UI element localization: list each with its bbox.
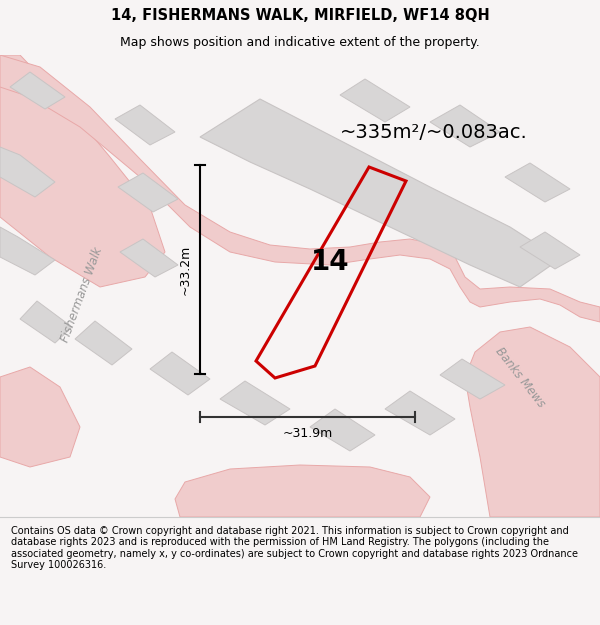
Polygon shape (0, 367, 80, 467)
Text: Contains OS data © Crown copyright and database right 2021. This information is : Contains OS data © Crown copyright and d… (11, 526, 578, 571)
Polygon shape (10, 72, 65, 109)
Polygon shape (0, 55, 165, 287)
Polygon shape (220, 381, 290, 425)
Text: 14: 14 (311, 248, 349, 276)
Polygon shape (200, 99, 560, 287)
Text: Banks Mews: Banks Mews (493, 344, 547, 409)
Polygon shape (430, 105, 500, 147)
Polygon shape (520, 232, 580, 269)
Polygon shape (120, 239, 178, 277)
Polygon shape (75, 321, 132, 365)
Polygon shape (0, 147, 55, 197)
Text: Fishermans Walk: Fishermans Walk (59, 246, 105, 344)
Text: Map shows position and indicative extent of the property.: Map shows position and indicative extent… (120, 36, 480, 49)
Polygon shape (440, 359, 505, 399)
Text: 14, FISHERMANS WALK, MIRFIELD, WF14 8QH: 14, FISHERMANS WALK, MIRFIELD, WF14 8QH (110, 8, 490, 23)
Polygon shape (340, 79, 410, 122)
Polygon shape (465, 327, 600, 517)
Polygon shape (175, 465, 430, 517)
Text: ~335m²/~0.083ac.: ~335m²/~0.083ac. (340, 122, 528, 141)
Polygon shape (0, 227, 55, 275)
Text: ~31.9m: ~31.9m (283, 427, 332, 440)
Polygon shape (0, 55, 600, 322)
Polygon shape (385, 391, 455, 435)
Polygon shape (115, 105, 175, 145)
Text: ~33.2m: ~33.2m (179, 244, 192, 294)
Polygon shape (505, 163, 570, 202)
Polygon shape (150, 352, 210, 395)
Polygon shape (118, 173, 178, 212)
Polygon shape (310, 409, 375, 451)
Polygon shape (20, 301, 72, 343)
